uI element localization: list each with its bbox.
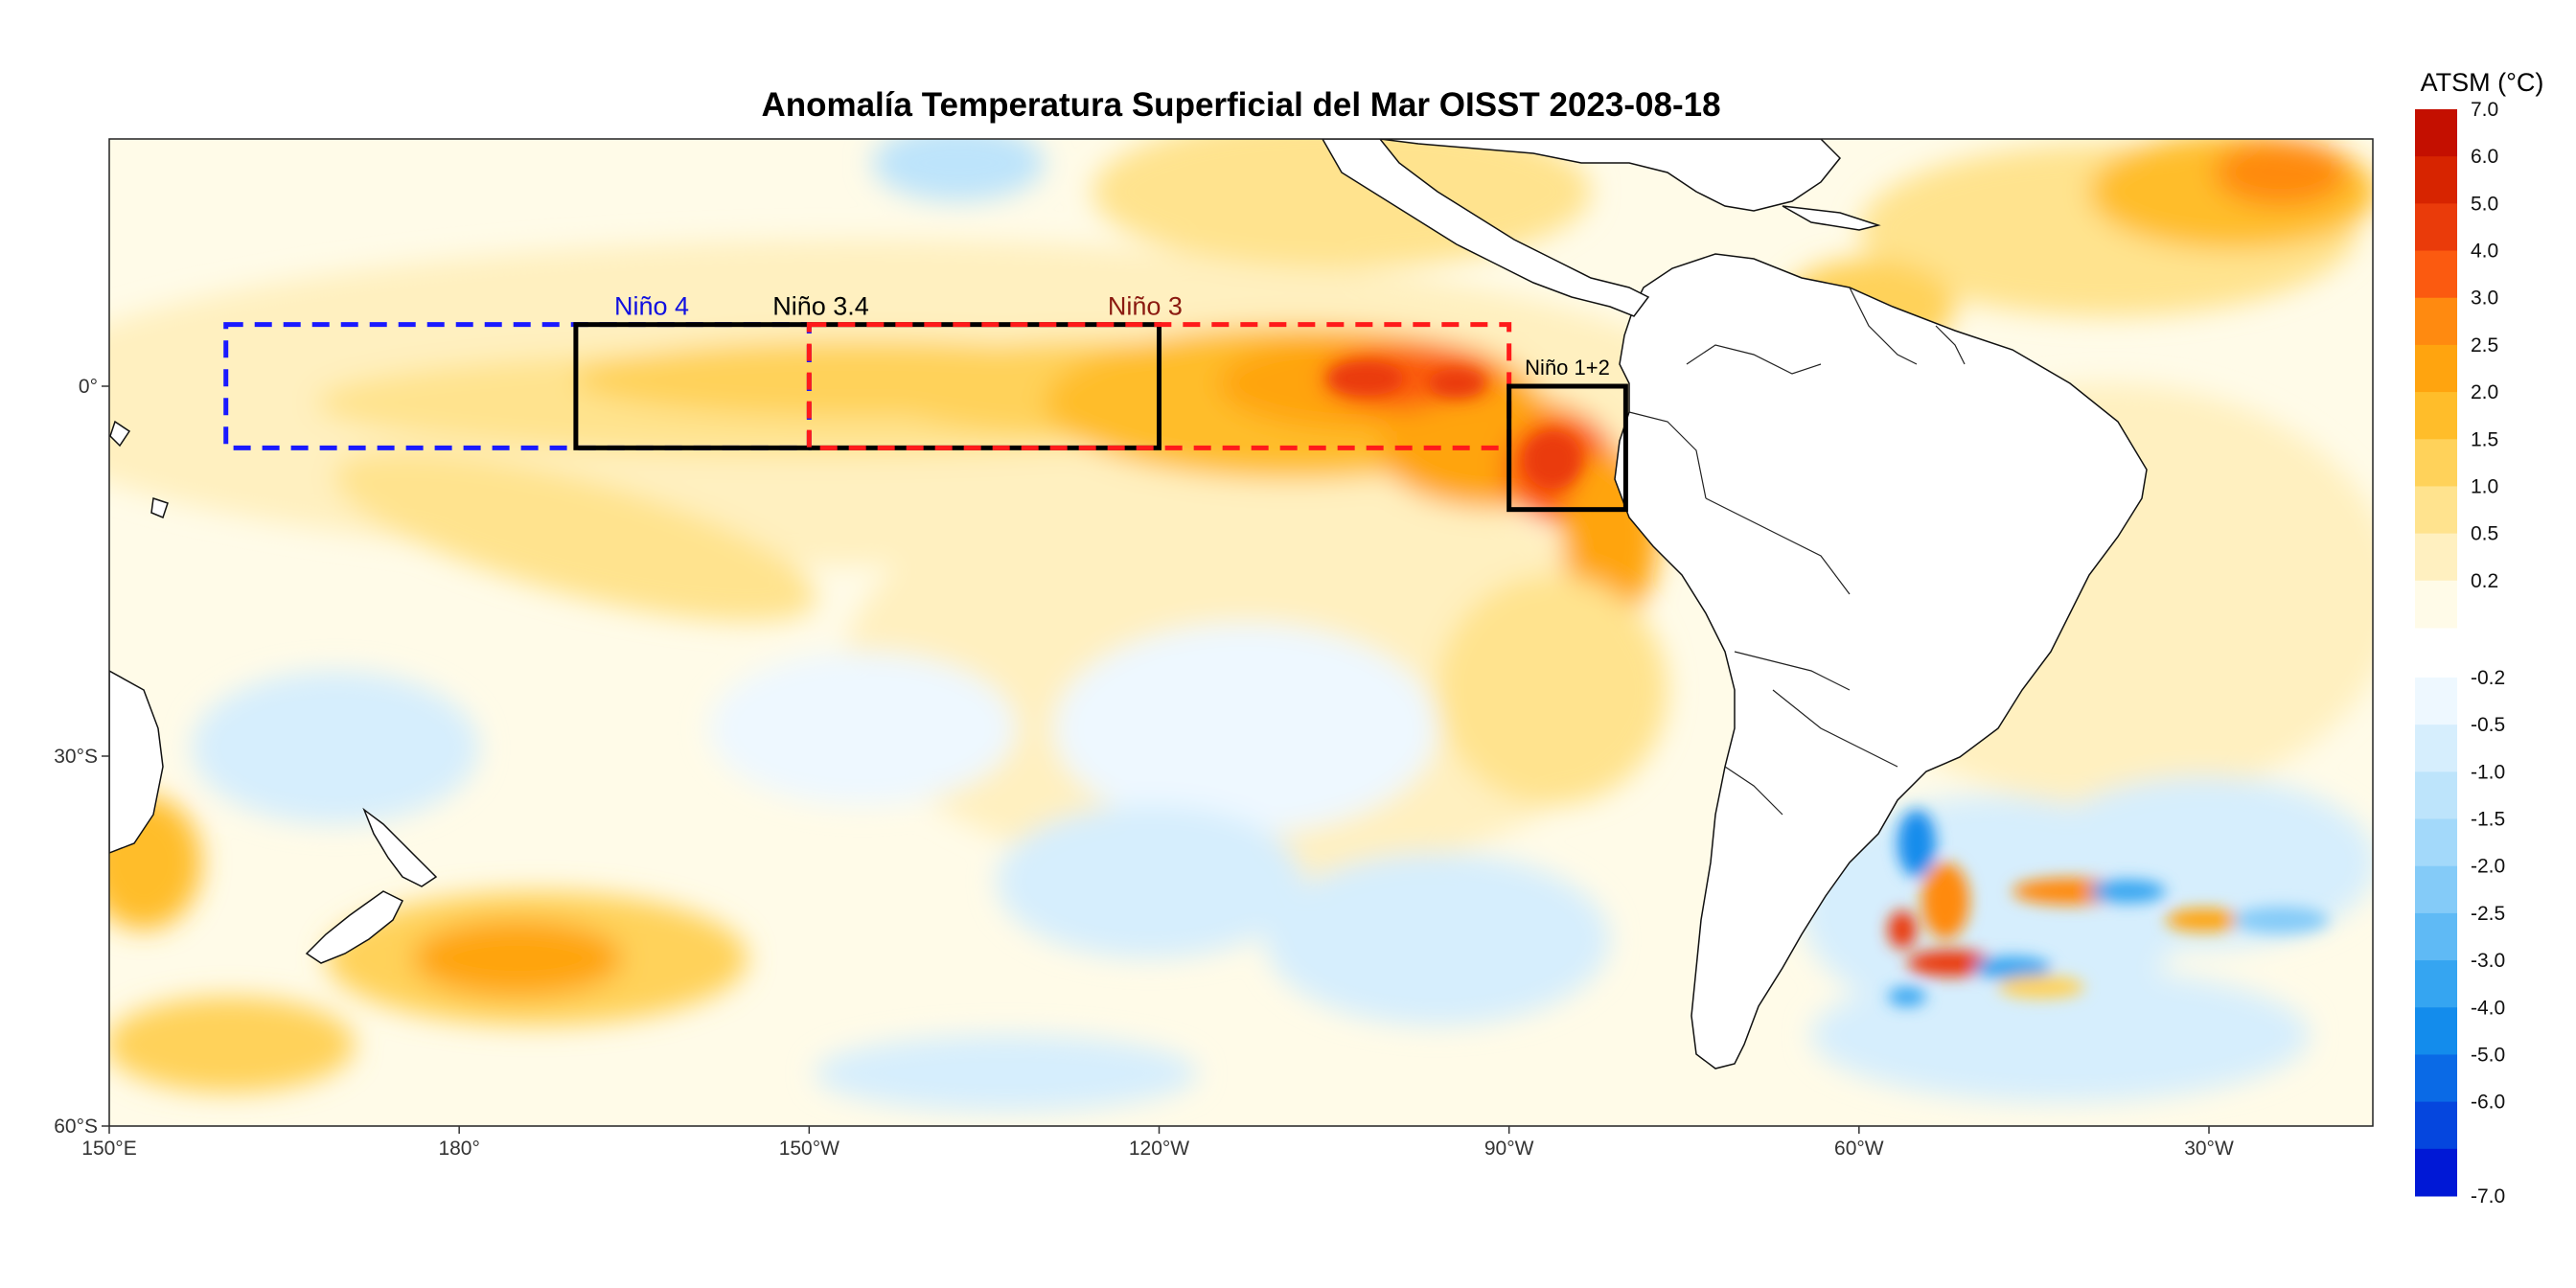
island [109,420,131,448]
y-tick-label: 0° [79,376,98,398]
colorbar-swatch [2415,1148,2457,1197]
colorbar-swatch [2415,109,2457,157]
colorbar-tick-label: -0.2 [2471,667,2505,689]
colorbar-tick-label: 1.5 [2471,428,2498,450]
colorbar: 7.0 6.0 5.0 4.0 3.0 2.5 2.0 1.5 1.0 0.5 0.2 -0.2 -0.… [2415,99,2505,1208]
colorbar-tick-label: 6.0 [2471,146,2498,168]
colorbar-tick-label: 2.0 [2471,381,2498,403]
land [109,139,2148,1070]
y-tick-label: 60°S [54,1116,98,1138]
colorbar-tick-label: 1.0 [2471,475,2498,497]
colorbar-swatch [2415,486,2457,535]
colorbar-swatch [2415,1007,2457,1055]
country-borders [1628,287,1966,816]
colorbar-tick-label: 3.0 [2471,288,2498,310]
y-axis: 0° 30°S 60°S [54,376,109,1138]
new-zealand-north-island [362,807,438,887]
anomaly-field [109,139,2373,1112]
colorbar-swatch [2415,156,2457,204]
colorbar-tick-label: 0.2 [2471,570,2498,592]
region-box-ni-o-1-2 [1506,383,1628,513]
australia-landmass [109,670,164,854]
colorbar-swatch [2415,678,2457,725]
map-title: Anomalía Temperatura Superficial del Mar… [761,86,1720,124]
colorbar-swatch [2415,439,2457,487]
colorbar-swatch [2415,771,2457,820]
region-label-ni-o-1-2: Niño 1+2 [1525,356,1610,380]
x-axis: 150°E 180° 150°W 120°W 90°W 60°W 30°W [81,1126,2234,1160]
nino-regions: Niño 4 Niño 3.4 Niño 3 Niño 1+2 [223,292,1628,513]
colorbar-swatch [2415,392,2457,440]
colorbar-swatch [2415,250,2457,299]
colorbar-swatch [2415,533,2457,582]
anomaly-field-detail [1327,361,2329,1006]
region-label-ni-o-3-4: Niño 3.4 [772,292,869,321]
colorbar-tick-label: -2.0 [2471,856,2505,878]
colorbar-swatch [2415,1101,2457,1150]
colorbar-tick-label: 5.0 [2471,193,2498,215]
central-america-landmass [1322,139,1650,317]
colorbar-swatch [2415,724,2457,772]
caribbean-islands [1782,205,1881,231]
colorbar-swatch [2415,912,2457,961]
colorbar-swatch [2415,580,2457,629]
x-tick-label: 90°W [1484,1138,1534,1160]
colorbar-tick-label: -2.5 [2471,903,2505,925]
colorbar-swatch [2415,818,2457,867]
x-tick-label: 150°W [779,1138,840,1160]
x-tick-label: 180° [438,1138,479,1160]
colorbar-swatch [2415,865,2457,914]
colorbar-tick-label: -3.0 [2471,950,2505,972]
colorbar-tick-label: 2.5 [2471,334,2498,356]
colorbar-tick-label: -4.0 [2471,997,2505,1019]
new-zealand-south-island [305,890,404,964]
south-america-landmass [1614,253,2148,1070]
north-america-landmass [1379,139,1842,212]
colorbar-swatch [2415,960,2457,1008]
colorbar-swatch [2415,1054,2457,1103]
map-panel [109,139,2373,1126]
x-tick-label: 60°W [1834,1138,1884,1160]
colorbar-tick-label: 0.5 [2471,523,2498,545]
colorbar-swatch [2415,297,2457,346]
island [150,497,169,519]
colorbar-tick-label: -1.5 [2471,809,2505,831]
x-tick-label: 30°W [2184,1138,2234,1160]
x-tick-label: 150°E [81,1138,136,1160]
colorbar-swatch [2415,203,2457,252]
colorbar-tick-label: -5.0 [2471,1044,2505,1066]
colorbar-swatch [2415,344,2457,393]
colorbar-tick-label: -0.5 [2471,714,2505,736]
x-tick-label: 120°W [1129,1138,1189,1160]
colorbar-tick-label: -6.0 [2471,1092,2505,1114]
colorbar-tick-label: 4.0 [2471,241,2498,263]
region-label-ni-o-3: Niño 3 [1108,292,1183,321]
map-frame [108,138,2374,1127]
y-tick-label: 30°S [54,746,98,768]
region-label-ni-o-4: Niño 4 [614,292,689,321]
colorbar-tick-label: 7.0 [2471,99,2498,121]
colorbar-title: ATSM (°C) [2421,68,2544,97]
colorbar-tick-label: -1.0 [2471,761,2505,783]
colorbar-tick-label: -7.0 [2471,1185,2505,1208]
